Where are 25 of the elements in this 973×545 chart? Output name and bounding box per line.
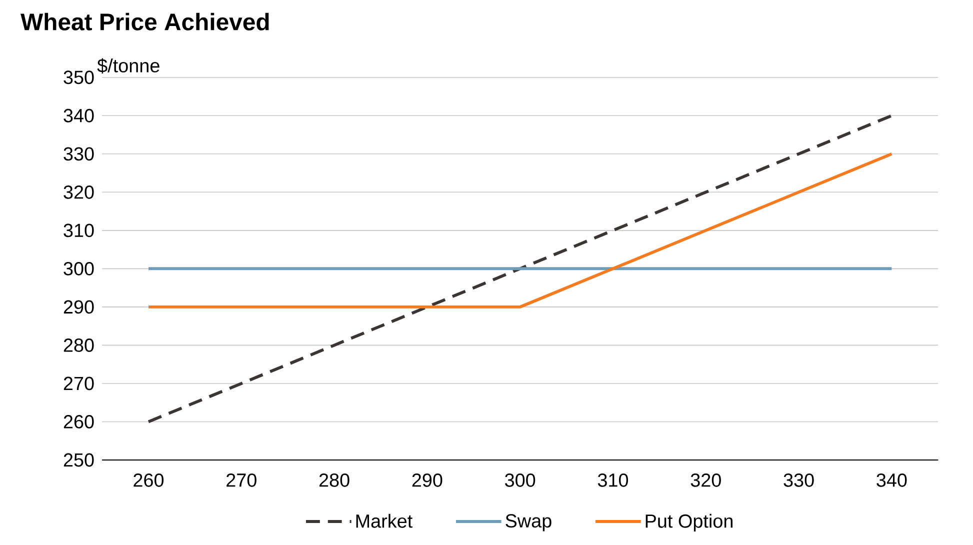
y-tick-label: 250 xyxy=(64,453,94,467)
x-tick-label: 320 xyxy=(690,473,721,487)
y-tick-label: 260 xyxy=(64,415,94,428)
x-tick-label: 270 xyxy=(226,473,256,487)
y-tick-label: 320 xyxy=(64,185,94,199)
legend-label: Put Option xyxy=(646,514,732,532)
x-tick-label: 340 xyxy=(876,473,907,487)
y-tick-label: 300 xyxy=(64,262,94,276)
x-tick-label: 290 xyxy=(412,473,442,487)
legend-label: Market xyxy=(356,514,412,528)
x-tick-label: 330 xyxy=(784,473,814,487)
x-tick-label: 280 xyxy=(319,473,350,487)
x-tick-label: 300 xyxy=(505,473,536,487)
y-tick-label: 270 xyxy=(64,376,94,390)
legend-label: Swap xyxy=(506,514,552,532)
chart-title: Wheat Price Achieved xyxy=(20,12,269,30)
y-tick-label: 350 xyxy=(64,70,94,84)
y-tick-label: 340 xyxy=(64,108,94,122)
y-axis-title: $/tonne xyxy=(97,58,160,74)
y-tick-label: 330 xyxy=(64,147,94,161)
y-tick-label: 310 xyxy=(64,224,94,238)
y-tick-label: 280 xyxy=(64,338,94,352)
x-tick-label: 260 xyxy=(134,473,164,487)
x-tick-label: 310 xyxy=(598,473,628,487)
y-tick-label: 290 xyxy=(64,300,94,314)
